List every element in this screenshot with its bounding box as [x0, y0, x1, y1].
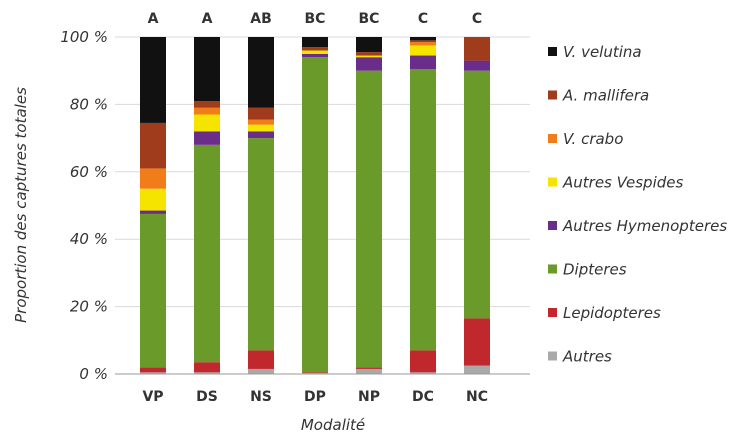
bar-segment — [410, 69, 436, 351]
group-letter: BC — [359, 11, 380, 27]
bar-segment — [140, 367, 166, 373]
y-tick-label: 100 % — [60, 28, 108, 46]
x-tick-labels: VP DS NS DP NP DC NC — [142, 389, 488, 405]
bar-segment — [194, 131, 220, 145]
bar-segment — [464, 60, 490, 71]
legend-label: V. crabo — [563, 130, 623, 148]
bar-segment — [194, 107, 220, 115]
bar-segment — [194, 37, 220, 102]
bar-segment — [410, 42, 436, 46]
group-letter: AB — [250, 11, 272, 27]
group-letter: BC — [305, 11, 326, 27]
bar-segment — [464, 70, 490, 319]
legend-swatch — [548, 90, 557, 100]
bar-segment — [302, 57, 328, 373]
bar-segment — [248, 368, 274, 374]
bar-segment — [194, 362, 220, 373]
bar-segment — [302, 50, 328, 54]
bar-segment — [410, 37, 436, 41]
bar-segment — [194, 372, 220, 374]
group-letter: C — [418, 11, 428, 27]
legend-label: Autres Hymenopteres — [562, 217, 727, 235]
y-tick-label: 60 % — [70, 163, 108, 181]
y-tick-labels: 0 % 20 % 40 % 60 % 80 % 100 % — [60, 28, 108, 383]
bar-segment — [356, 37, 382, 53]
group-letter: A — [202, 11, 213, 27]
bar-segment — [356, 368, 382, 374]
bar-segment — [356, 70, 382, 368]
bar-segment — [194, 101, 220, 108]
legend-swatch — [548, 177, 557, 187]
bar-segment — [248, 124, 274, 132]
bar-segment — [140, 122, 166, 169]
legend-label: V. velutina — [563, 43, 642, 61]
bar-segment — [140, 37, 166, 123]
bar-segment — [410, 45, 436, 56]
bar-segment — [302, 53, 328, 58]
legend-swatch — [548, 264, 557, 274]
bar-segment — [140, 213, 166, 368]
legend-swatch — [548, 308, 557, 317]
bar-segment — [140, 188, 166, 211]
bar-segment — [140, 168, 166, 189]
bar-segment — [194, 144, 220, 363]
legend-label: Lepidopteres — [563, 304, 661, 322]
legend-swatch — [548, 134, 557, 143]
bar-segment — [356, 367, 382, 369]
bar-segment — [410, 40, 436, 43]
bar-segment — [248, 37, 274, 108]
x-tick-label: DS — [196, 389, 218, 405]
x-tick-label: NP — [358, 389, 380, 405]
x-tick-label: NC — [466, 389, 488, 405]
bar-segment — [302, 372, 328, 374]
x-tick-label: VP — [142, 389, 163, 405]
bar-segment — [410, 350, 436, 373]
bar-segment — [248, 350, 274, 369]
legend-label: A. mallifera — [562, 87, 649, 105]
bar-segment — [410, 55, 436, 70]
group-letters: A A AB BC BC C C — [148, 11, 483, 27]
group-letter: C — [472, 11, 482, 27]
bar-segment — [356, 52, 382, 56]
bar-segment — [356, 55, 382, 58]
x-axis-label: Modalité — [301, 416, 365, 434]
bar-segment — [248, 107, 274, 120]
bar-segment — [302, 47, 328, 51]
y-tick-label: 0 % — [79, 365, 108, 383]
bar-segment — [464, 37, 490, 61]
legend-label: Autres — [562, 348, 612, 366]
bar-segment — [248, 119, 274, 125]
y-axis-label: Proportion des captures totales — [12, 87, 30, 323]
bars — [140, 37, 490, 374]
bar-segment — [464, 365, 490, 374]
y-tick-label: 20 % — [70, 298, 108, 316]
legend-swatch — [548, 221, 557, 230]
y-tick-label: 80 % — [70, 95, 108, 113]
legend-label: Autres Vespides — [562, 174, 683, 192]
bar-segment — [302, 37, 328, 48]
bar-segment — [356, 57, 382, 71]
bar-segment — [302, 372, 328, 373]
bar-segment — [464, 318, 490, 366]
bar-segment — [248, 131, 274, 139]
bar-segment — [140, 372, 166, 374]
legend: V. velutina A. mallifera V. crabo Autres Ve… — [548, 43, 727, 366]
bar-segment — [140, 210, 166, 214]
y-tick-label: 40 % — [70, 230, 108, 248]
bar-segment — [410, 372, 436, 374]
x-tick-label: DC — [412, 389, 434, 405]
group-letter: A — [148, 11, 159, 27]
legend-swatch — [548, 351, 557, 361]
legend-swatch — [548, 47, 557, 56]
bar-segment — [248, 138, 274, 351]
x-tick-label: DP — [304, 389, 326, 405]
legend-label: Dipteres — [563, 261, 627, 279]
x-tick-label: NS — [250, 389, 272, 405]
bar-segment — [194, 114, 220, 132]
